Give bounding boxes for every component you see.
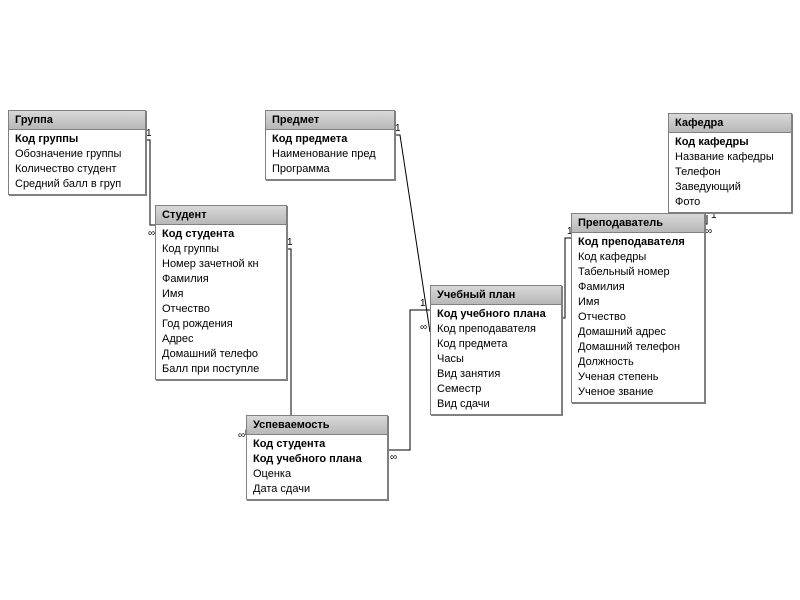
- field: Вид занятия: [431, 367, 561, 382]
- field: Фото: [669, 195, 791, 210]
- field: Обозначение группы: [9, 147, 145, 162]
- svg-text:∞: ∞: [238, 430, 245, 441]
- field: Отчество: [572, 310, 704, 325]
- field: Код учебного плана: [431, 307, 561, 322]
- er-diagram-canvas: { "type": "er-diagram", "background_colo…: [0, 0, 800, 600]
- table-teacher[interactable]: Преподаватель Код преподавателя Код кафе…: [571, 213, 705, 403]
- field: Год рождения: [156, 317, 286, 332]
- field: Фамилия: [156, 272, 286, 287]
- field: Код студента: [156, 227, 286, 242]
- table-title: Кафедра: [669, 114, 791, 133]
- field: Код преподавателя: [572, 235, 704, 250]
- table-title: Студент: [156, 206, 286, 225]
- field: Код учебного плана: [247, 452, 387, 467]
- field: Фамилия: [572, 280, 704, 295]
- field: Название кафедры: [669, 150, 791, 165]
- table-body: Код студента Код группы Номер зачетной к…: [156, 225, 286, 379]
- field: Код группы: [156, 242, 286, 257]
- table-body: Код предмета Наименование пред Программа: [266, 130, 394, 179]
- svg-text:1: 1: [420, 298, 426, 309]
- table-title: Преподаватель: [572, 214, 704, 233]
- field: Программа: [266, 162, 394, 177]
- table-subject[interactable]: Предмет Код предмета Наименование пред П…: [265, 110, 395, 180]
- field: Имя: [156, 287, 286, 302]
- field: Вид сдачи: [431, 397, 561, 412]
- field: Балл при поступле: [156, 362, 286, 377]
- table-body: Код студента Код учебного плана Оценка Д…: [247, 435, 387, 499]
- field: Количество студент: [9, 162, 145, 177]
- field: Код преподавателя: [431, 322, 561, 337]
- svg-text:∞: ∞: [705, 226, 712, 237]
- table-plan[interactable]: Учебный план Код учебного плана Код преп…: [430, 285, 562, 415]
- table-group[interactable]: Группа Код группы Обозначение группы Кол…: [8, 110, 146, 195]
- svg-text:1: 1: [287, 237, 293, 248]
- table-department[interactable]: Кафедра Код кафедры Название кафедры Тел…: [668, 113, 792, 213]
- table-body: Код группы Обозначение группы Количество…: [9, 130, 145, 194]
- field: Код предмета: [431, 337, 561, 352]
- table-body: Код учебного плана Код преподавателя Код…: [431, 305, 561, 414]
- field: Домашний адрес: [572, 325, 704, 340]
- field: Семестр: [431, 382, 561, 397]
- field: Имя: [572, 295, 704, 310]
- field: Номер зачетной кн: [156, 257, 286, 272]
- field: Оценка: [247, 467, 387, 482]
- field: Код группы: [9, 132, 145, 147]
- field: Код студента: [247, 437, 387, 452]
- field: Ученая степень: [572, 370, 704, 385]
- table-progress[interactable]: Успеваемость Код студента Код учебного п…: [246, 415, 388, 500]
- field: Код кафедры: [572, 250, 704, 265]
- field: Домашний телефо: [156, 347, 286, 362]
- svg-text:1: 1: [146, 128, 152, 139]
- field: Должность: [572, 355, 704, 370]
- table-title: Успеваемость: [247, 416, 387, 435]
- field: Табельный номер: [572, 265, 704, 280]
- svg-text:1: 1: [395, 123, 401, 134]
- field: Средний балл в груп: [9, 177, 145, 192]
- table-title: Учебный план: [431, 286, 561, 305]
- field: Телефон: [669, 165, 791, 180]
- table-student[interactable]: Студент Код студента Код группы Номер за…: [155, 205, 287, 380]
- field: Код кафедры: [669, 135, 791, 150]
- field: Дата сдачи: [247, 482, 387, 497]
- table-title: Предмет: [266, 111, 394, 130]
- field: Домашний телефон: [572, 340, 704, 355]
- field: Часы: [431, 352, 561, 367]
- field: Заведующий: [669, 180, 791, 195]
- svg-text:∞: ∞: [420, 322, 427, 333]
- field: Отчество: [156, 302, 286, 317]
- table-body: Код кафедры Название кафедры Телефон Зав…: [669, 133, 791, 212]
- svg-text:∞: ∞: [390, 452, 397, 463]
- table-title: Группа: [9, 111, 145, 130]
- table-body: Код преподавателя Код кафедры Табельный …: [572, 233, 704, 402]
- field: Наименование пред: [266, 147, 394, 162]
- field: Код предмета: [266, 132, 394, 147]
- field: Адрес: [156, 332, 286, 347]
- field: Ученое звание: [572, 385, 704, 400]
